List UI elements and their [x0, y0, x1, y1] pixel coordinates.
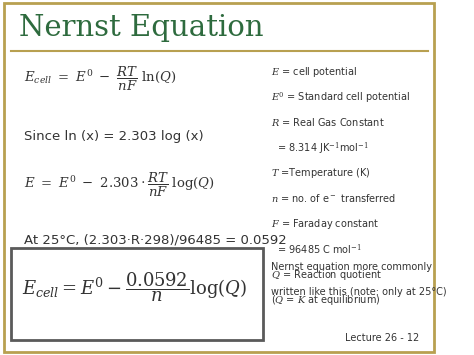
FancyBboxPatch shape: [10, 248, 263, 339]
Text: $F$ = Faraday constant: $F$ = Faraday constant: [272, 217, 380, 231]
Text: = 96485 C mol$^{-1}$: = 96485 C mol$^{-1}$: [272, 242, 362, 257]
Text: ($Q$ = $K$ at equilibrium): ($Q$ = $K$ at equilibrium): [272, 293, 381, 307]
Text: = 8.314 JK$^{-1}$mol$^{-1}$: = 8.314 JK$^{-1}$mol$^{-1}$: [272, 141, 369, 158]
Text: Nernst equation more commonly: Nernst equation more commonly: [272, 262, 432, 272]
Text: $n$ = no. of e$^-$ transferred: $n$ = no. of e$^-$ transferred: [272, 192, 396, 203]
Text: $E$ = cell potential: $E$ = cell potential: [272, 65, 357, 79]
Text: $T$ =Temperature (K): $T$ =Temperature (K): [272, 166, 371, 180]
Text: Lecture 26 - 12: Lecture 26 - 12: [345, 333, 419, 343]
Text: $Q$ = Reaction quotient: $Q$ = Reaction quotient: [272, 268, 383, 282]
Text: $R$ = Real Gas Constant: $R$ = Real Gas Constant: [272, 115, 385, 127]
Text: $E\ =\ E^0\ -\ 2.303\cdot\dfrac{RT}{nF}\ \log(Q)$: $E\ =\ E^0\ -\ 2.303\cdot\dfrac{RT}{nF}\…: [24, 170, 214, 198]
Text: Nernst Equation: Nernst Equation: [19, 14, 264, 42]
Text: $E^0$ = Standard cell potential: $E^0$ = Standard cell potential: [272, 90, 410, 105]
Text: written like this (note: only at 25°C): written like this (note: only at 25°C): [272, 287, 447, 297]
Text: $E_{cell} = E^0 - \dfrac{0.0592}{n}\log(Q)$: $E_{cell} = E^0 - \dfrac{0.0592}{n}\log(…: [22, 270, 247, 304]
Text: $E_{cell}\ =\ E^0\ -\ \dfrac{RT}{nF}\ \ln(Q)$: $E_{cell}\ =\ E^0\ -\ \dfrac{RT}{nF}\ \l…: [24, 65, 176, 93]
FancyBboxPatch shape: [4, 3, 434, 352]
Text: Since ln (x) = 2.303 log (x): Since ln (x) = 2.303 log (x): [24, 130, 203, 143]
Text: At 25°C, (2.303·R·298)/96485 = 0.0592: At 25°C, (2.303·R·298)/96485 = 0.0592: [24, 234, 286, 247]
